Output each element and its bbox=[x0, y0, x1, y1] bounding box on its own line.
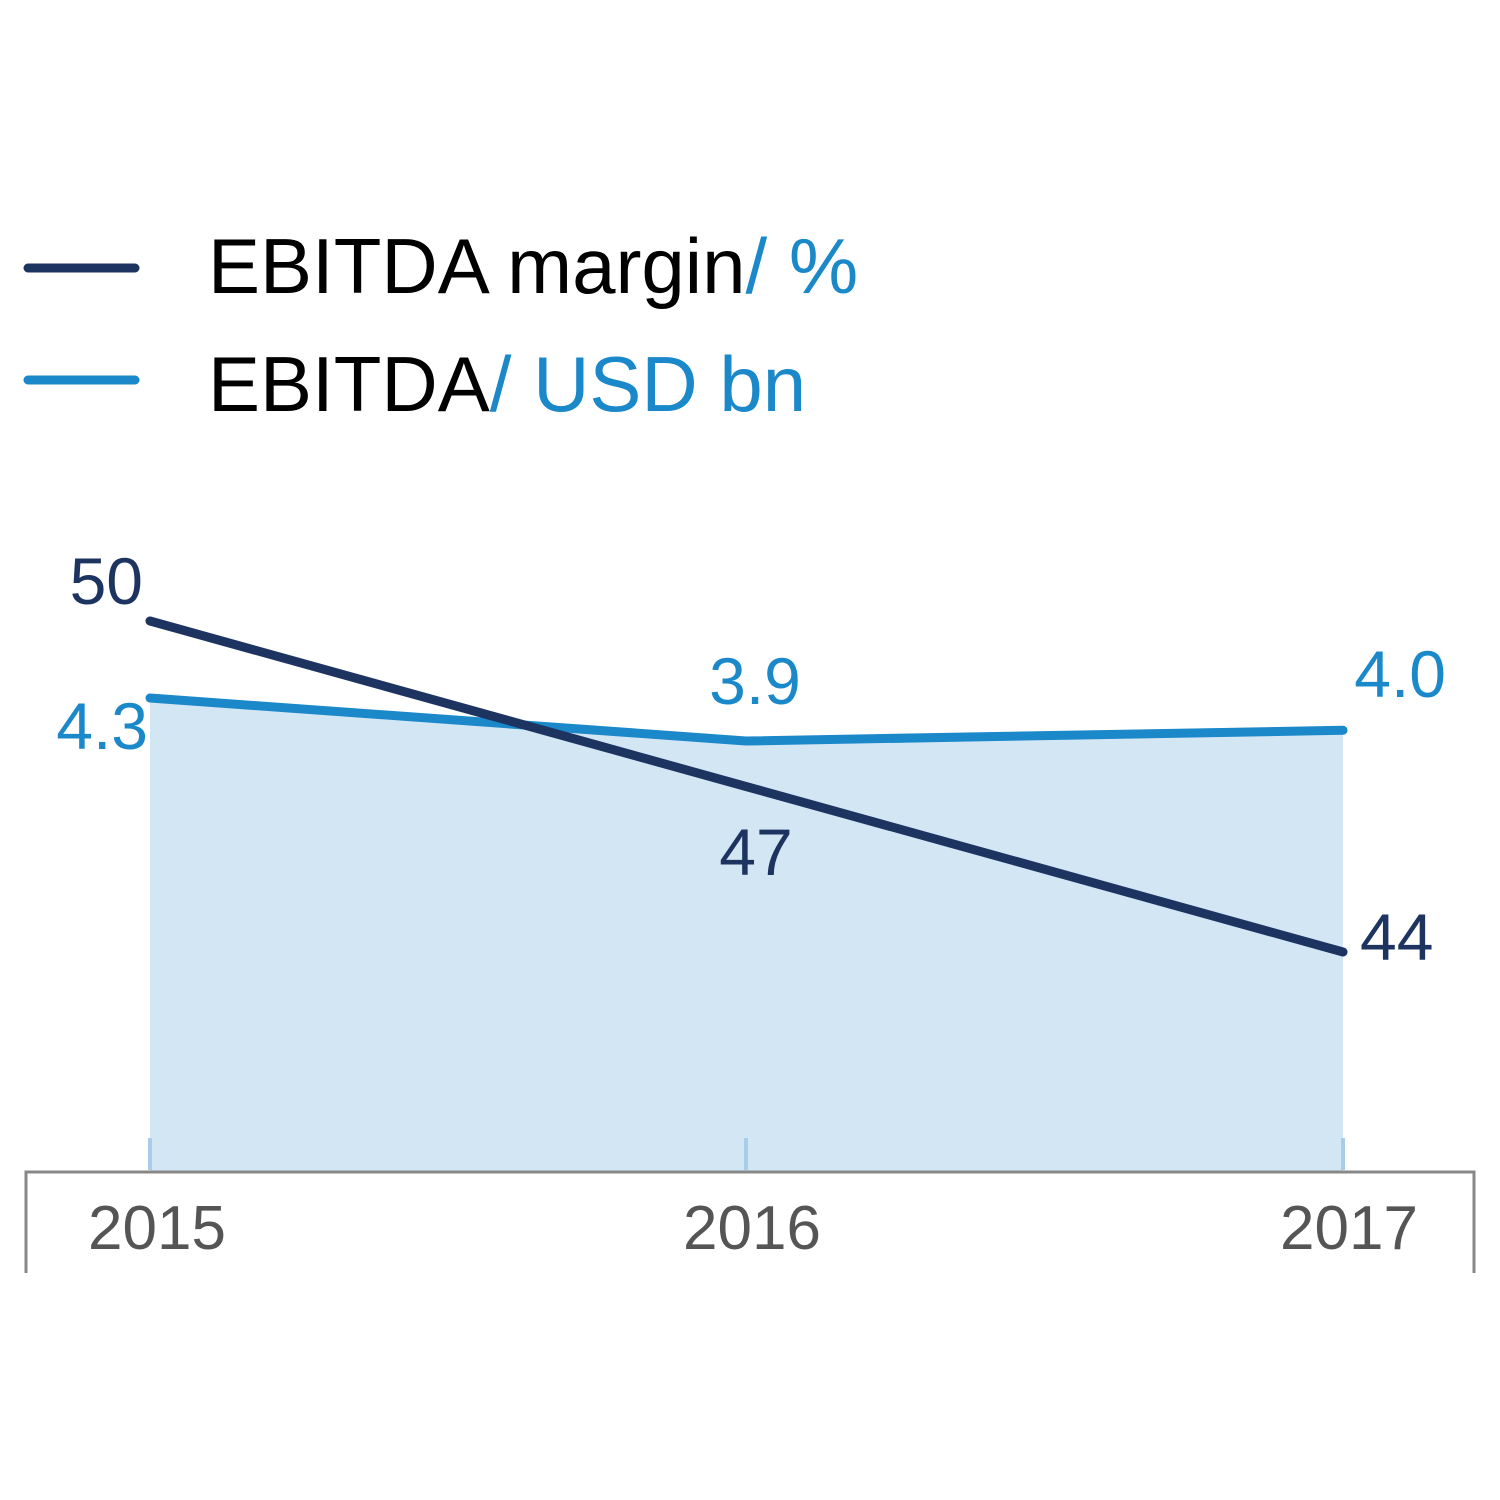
ebitda-margin-line bbox=[145, 616, 1348, 957]
x-axis-labels: 2015 2016 2017 bbox=[88, 1194, 1418, 1263]
ebitda-label: 4.3 bbox=[56, 689, 148, 763]
x-tick-label: 2016 bbox=[683, 1194, 821, 1263]
legend-label-ebitda-margin: EBITDA margin/ % bbox=[208, 222, 858, 310]
ebitda-area bbox=[150, 698, 1343, 1172]
ebitda-margin-label: 44 bbox=[1360, 900, 1433, 974]
legend-label-ebitda: EBITDA/ USD bn bbox=[208, 340, 806, 428]
x-tick-label: 2015 bbox=[88, 1194, 226, 1263]
plot-area: 50 47 44 4.3 3.9 4.0 bbox=[56, 544, 1446, 1172]
ebitda-label: 3.9 bbox=[709, 644, 801, 718]
ebitda-margin-label: 50 bbox=[70, 544, 143, 618]
x-tick-label: 2017 bbox=[1280, 1194, 1418, 1263]
x-axis bbox=[24, 1170, 1476, 1273]
legend: EBITDA margin/ % EBITDA/ USD bn bbox=[23, 222, 858, 428]
ebitda-line bbox=[145, 693, 1348, 746]
ebitda-margin-label: 47 bbox=[719, 815, 792, 889]
ebitda-label: 4.0 bbox=[1354, 637, 1446, 711]
x-axis-ticks bbox=[148, 1138, 1345, 1170]
